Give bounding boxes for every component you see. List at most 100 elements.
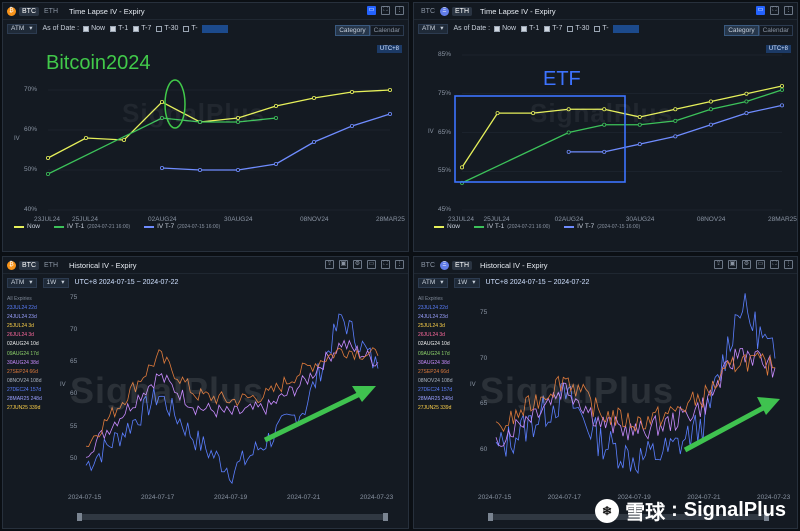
- checkbox-custom[interactable]: T-: [594, 24, 639, 33]
- data-point: [159, 100, 164, 105]
- checkbox-t7[interactable]: T-7: [133, 25, 151, 32]
- fullscreen-icon[interactable]: ⛶: [770, 6, 779, 15]
- layout-icon[interactable]: ▭: [367, 6, 376, 15]
- expiry-legend-item[interactable]: 24JUL24 23d: [418, 314, 448, 321]
- expiry-legend-item[interactable]: 28MAR25 248d: [418, 396, 453, 403]
- expiry-legend-item[interactable]: 25JUL24 3d: [7, 323, 34, 330]
- expiry-legend-item[interactable]: 24JUL24 23d: [7, 314, 37, 321]
- more-icon[interactable]: ⋮: [784, 260, 793, 269]
- metric-select[interactable]: ATM ▾: [7, 277, 37, 288]
- data-point: [235, 116, 240, 121]
- checkbox-t1[interactable]: T-1: [521, 25, 539, 32]
- tab-eth[interactable]: ETH: [452, 6, 472, 16]
- expiry-legend-item[interactable]: 27SEP24 66d: [418, 368, 449, 375]
- fullscreen-icon[interactable]: ⛶: [381, 260, 390, 269]
- data-point: [708, 99, 713, 104]
- view-calendar-button[interactable]: Calendar: [758, 25, 793, 36]
- period-select[interactable]: 1W ▾: [42, 277, 69, 288]
- x-tick-label: 2024-07-21: [687, 494, 721, 501]
- expiry-legend-item[interactable]: 02AUG24 10d: [7, 341, 39, 348]
- expiry-legend-item[interactable]: 08NOV24 108d: [418, 377, 453, 384]
- x-tick-label: 2024-07-15: [68, 494, 102, 501]
- checkbox-t30[interactable]: T-30: [567, 25, 589, 32]
- tab-btc[interactable]: BTC: [421, 7, 435, 15]
- expiry-legend-item[interactable]: 09AUG24 17d: [7, 350, 39, 357]
- expiry-legend-item[interactable]: 28MAR25 248d: [7, 396, 42, 403]
- expiry-legend-item[interactable]: 27SEP24 66d: [7, 368, 38, 375]
- expiry-legend-item[interactable]: 30AUG24 38d: [418, 359, 450, 366]
- legend-t7[interactable]: IV T-7 (2024-07-15 16:00): [144, 223, 220, 230]
- slider-handle-right[interactable]: [764, 513, 769, 521]
- image-icon[interactable]: ▣: [728, 260, 737, 269]
- checkbox-icon: [110, 25, 117, 32]
- custom-date-field[interactable]: [612, 24, 639, 33]
- expiry-legend-item[interactable]: 09AUG24 17d: [418, 350, 450, 357]
- export-icon[interactable]: ⇪: [714, 260, 723, 269]
- time-range-slider[interactable]: [77, 513, 388, 521]
- legend-t7[interactable]: IV T-7 (2024-07-15 16:00): [564, 223, 640, 230]
- checkbox-t1[interactable]: T-1: [110, 25, 128, 32]
- expiry-legend-item[interactable]: 23JUL24 22d: [7, 305, 37, 312]
- y-tick-label: 65: [480, 400, 488, 408]
- legend-t1[interactable]: IV T-1 (2024-07-21 16:00): [54, 223, 130, 230]
- view-calendar-button[interactable]: Calendar: [369, 25, 404, 36]
- tab-btc[interactable]: BTC: [19, 260, 39, 270]
- expiry-legend: All Expiries 23JUL24 22d 24JUL24 23d 25JUL2…: [418, 295, 453, 413]
- expiry-legend-item[interactable]: 27JUN25 339d: [7, 405, 41, 412]
- checkbox-t7[interactable]: T-7: [544, 25, 562, 32]
- expiry-legend-item[interactable]: All Expiries: [7, 296, 32, 302]
- x-tick-label: 2024-07-19: [617, 494, 651, 501]
- view-category-button[interactable]: Category: [724, 25, 759, 36]
- expiry-legend-item[interactable]: 25JUL24 3d: [418, 323, 445, 330]
- legend-now[interactable]: Now: [14, 223, 40, 230]
- tab-eth[interactable]: ETH: [44, 261, 58, 269]
- expiry-legend-item[interactable]: 27DEC24 157d: [7, 386, 42, 393]
- layout-icon[interactable]: ▭: [756, 260, 765, 269]
- time-range-slider[interactable]: [488, 513, 769, 521]
- legend-now[interactable]: Now: [434, 223, 460, 230]
- slider-handle-left[interactable]: [488, 513, 493, 521]
- legend-t1[interactable]: IV T-1 (2024-07-21 16:00): [474, 223, 550, 230]
- layout-icon[interactable]: ▭: [367, 260, 376, 269]
- as-of-label: As of Date :: [42, 25, 80, 32]
- image-icon[interactable]: ▣: [339, 260, 348, 269]
- view-category-button[interactable]: Category: [335, 25, 370, 36]
- slider-handle-right[interactable]: [383, 513, 388, 521]
- checkbox-t30[interactable]: T-30: [156, 25, 178, 32]
- more-icon[interactable]: ⋮: [395, 6, 404, 15]
- checkbox-now[interactable]: Now: [83, 25, 105, 32]
- metric-select[interactable]: ATM ▾: [418, 23, 448, 34]
- layout-icon[interactable]: ▭: [756, 6, 765, 15]
- settings-icon[interactable]: ⚙: [742, 260, 751, 269]
- fullscreen-icon[interactable]: ⛶: [770, 260, 779, 269]
- expiry-legend-item[interactable]: 27JUN25 339d: [418, 405, 452, 412]
- expiry-legend-item[interactable]: 02AUG24 10d: [418, 341, 450, 348]
- tab-eth[interactable]: ETH: [44, 7, 58, 15]
- slider-handle-left[interactable]: [77, 513, 82, 521]
- expiry-legend-item[interactable]: 26JUL24 3d: [418, 332, 445, 339]
- settings-icon[interactable]: ⚙: [353, 260, 362, 269]
- fullscreen-icon[interactable]: ⛶: [381, 6, 390, 15]
- expiry-legend-item[interactable]: 23JUL24 22d: [418, 305, 448, 312]
- more-icon[interactable]: ⋮: [395, 260, 404, 269]
- export-icon[interactable]: ⇪: [325, 260, 334, 269]
- expiry-legend-item[interactable]: 30AUG24 38d: [7, 359, 39, 366]
- expiry-legend-item[interactable]: 26JUL24 3d: [7, 332, 34, 339]
- metric-select[interactable]: ATM ▾: [7, 23, 37, 34]
- series-line-iv-t-1: [461, 89, 783, 184]
- more-icon[interactable]: ⋮: [784, 6, 793, 15]
- data-point: [637, 122, 642, 127]
- btc-time-lapse-panel: ₿ BTC ETH Time Lapse IV - Expiry ▭ ⛶ ⋮ A…: [2, 2, 409, 252]
- metric-select[interactable]: ATM ▾: [418, 277, 448, 288]
- checkbox-now[interactable]: Now: [494, 25, 516, 32]
- expiry-legend-item[interactable]: 27DEC24 157d: [418, 386, 453, 393]
- tab-eth[interactable]: ETH: [452, 260, 472, 270]
- expiry-legend-item[interactable]: 08NOV24 108d: [7, 377, 42, 384]
- tab-btc[interactable]: BTC: [421, 261, 435, 269]
- tab-btc[interactable]: BTC: [19, 6, 39, 16]
- period-select[interactable]: 1W ▾: [453, 277, 480, 288]
- checkbox-custom[interactable]: T-: [183, 24, 228, 33]
- expiry-legend-item[interactable]: All Expiries: [418, 296, 443, 302]
- y-tick-label: 65%: [438, 128, 452, 136]
- custom-date-field[interactable]: [201, 24, 228, 33]
